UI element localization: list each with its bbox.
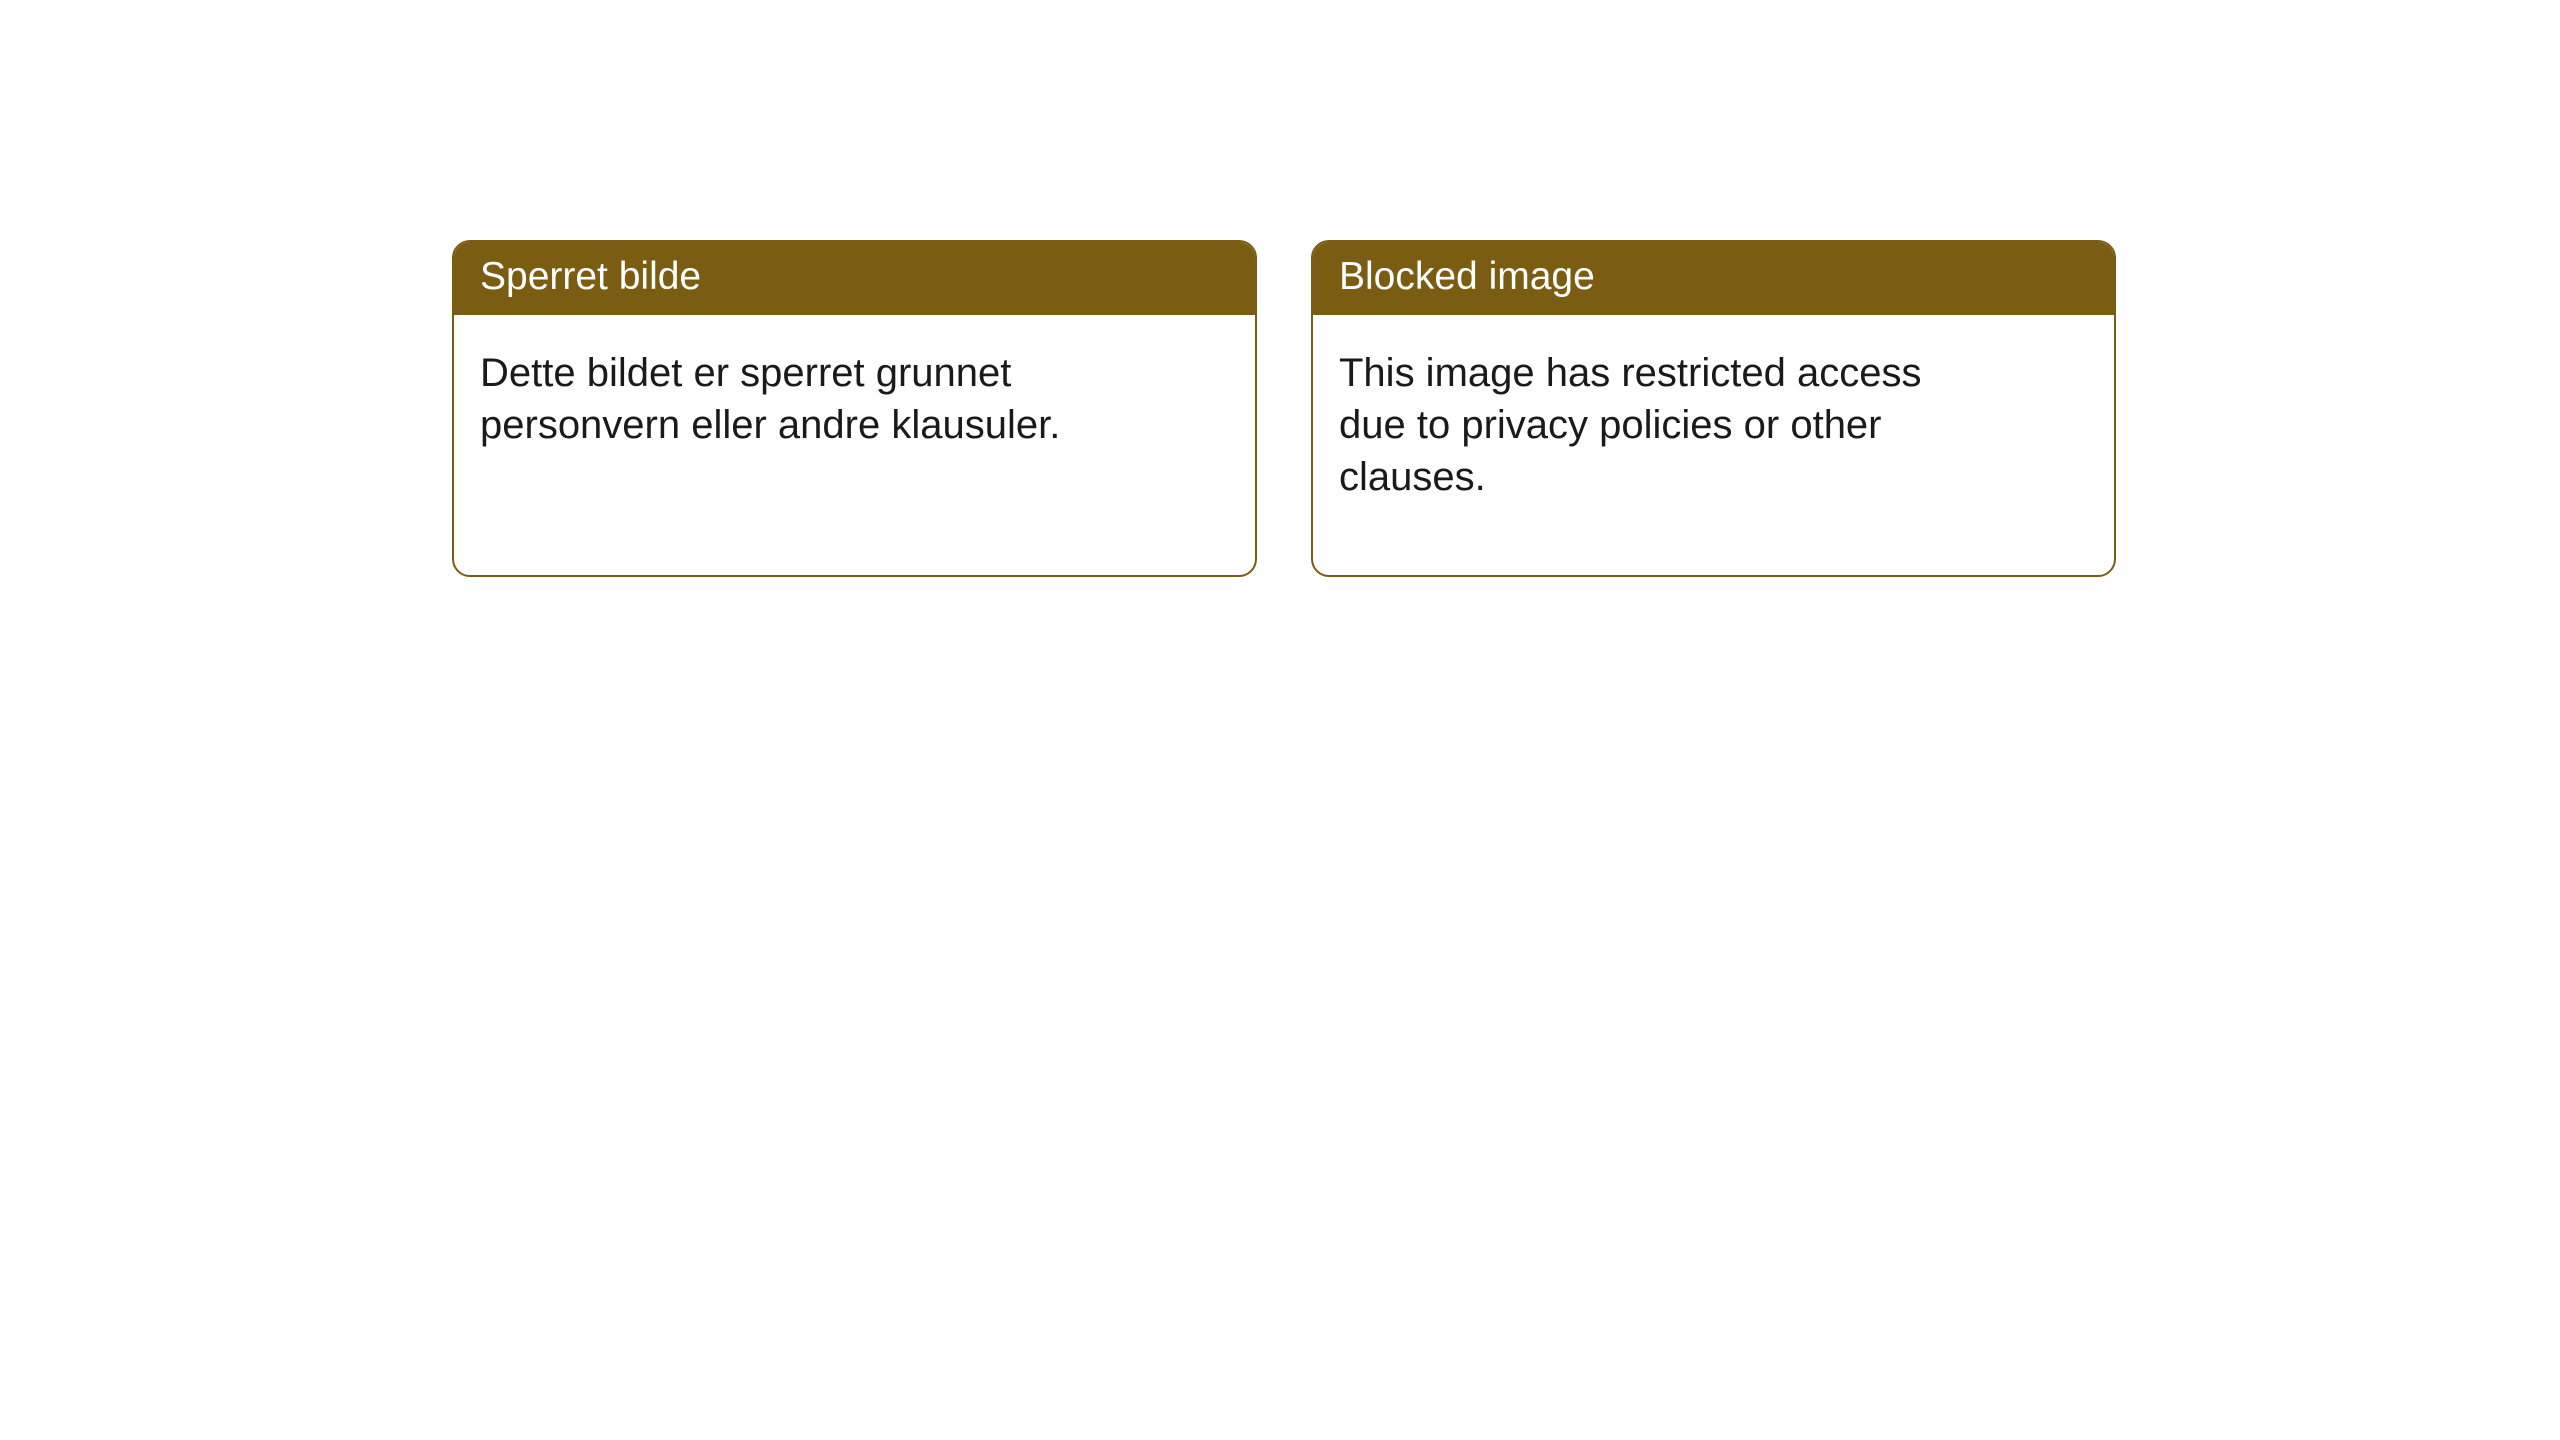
notice-container: Sperret bilde Dette bildet er sperret gr… bbox=[452, 240, 2116, 577]
notice-body-norwegian: Dette bildet er sperret grunnet personve… bbox=[454, 315, 1134, 523]
notice-card-norwegian: Sperret bilde Dette bildet er sperret gr… bbox=[452, 240, 1257, 577]
notice-body-english: This image has restricted access due to … bbox=[1313, 315, 1993, 575]
notice-header-english: Blocked image bbox=[1313, 242, 2114, 315]
notice-header-norwegian: Sperret bilde bbox=[454, 242, 1255, 315]
notice-card-english: Blocked image This image has restricted … bbox=[1311, 240, 2116, 577]
